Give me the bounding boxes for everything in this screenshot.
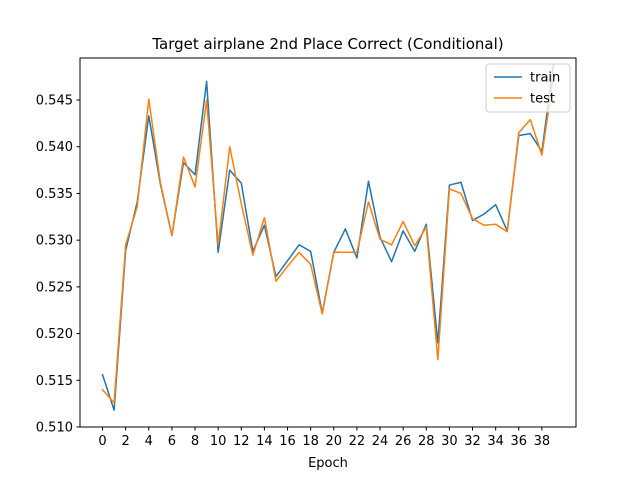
x-tick-label: 22 [349,434,366,449]
x-tick-label: 16 [279,434,296,449]
x-tick-label: 14 [256,434,273,449]
legend-box [485,63,571,113]
x-axis: 0 2 4 6 8 10 12 14 16 18 20 22 24 26 28 30 32 34 36 38 [98,427,550,449]
x-tick-label: 6 [168,434,176,449]
legend-label-train: train [530,71,560,86]
x-tick-label: 2 [122,434,130,449]
x-axis-label: Epoch [308,456,348,471]
x-tick-label: 32 [464,434,481,449]
x-tick-label: 12 [233,434,250,449]
series-line-test [101,75,555,404]
x-tick-label: 20 [326,434,343,449]
y-tick-label: 0.530 [36,234,73,249]
x-tick-label: 10 [210,434,227,449]
y-tick-label: 0.545 [36,94,73,109]
y-tick-label: 0.540 [36,140,73,155]
legend: train test [485,63,571,113]
y-tick-label: 0.520 [36,327,73,342]
y-tick-label: 0.525 [36,280,73,295]
y-tick-label: 0.515 [36,374,73,389]
x-tick-label: 24 [372,434,389,449]
legend-label-test: test [530,92,555,107]
x-tick-label: 4 [145,434,153,449]
x-tick-label: 8 [191,434,199,449]
chart-title: Target airplane 2nd Place Correct (Condi… [151,35,503,53]
y-tick-label: 0.535 [36,187,73,202]
y-axis: 0.510 0.515 0.520 0.525 0.530 0.535 0.540 0.545 [36,94,80,436]
plot-area [79,57,577,428]
y-tick-label: 0.510 [36,421,73,436]
x-tick-label: 30 [441,434,458,449]
x-tick-label: 36 [510,434,527,449]
x-tick-label: 38 [534,434,551,449]
plot-frame [79,57,577,428]
x-tick-label: 28 [418,434,435,449]
x-tick-label: 0 [98,434,106,449]
x-tick-label: 18 [302,434,319,449]
x-tick-label: 34 [487,434,504,449]
x-tick-label: 26 [395,434,412,449]
